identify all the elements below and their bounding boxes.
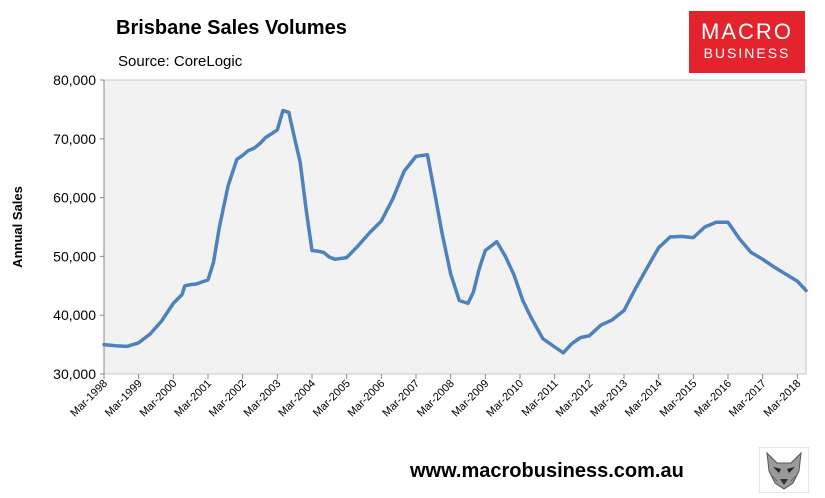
x-tick-label: Mar-2010 bbox=[484, 378, 526, 420]
chart-source: Source: CoreLogic bbox=[118, 53, 243, 70]
y-tick-label: 40,000 bbox=[53, 307, 96, 323]
x-axis: Mar-1998Mar-1999Mar-2000Mar-2001Mar-2002… bbox=[68, 374, 803, 419]
y-axis-label: Annual Sales bbox=[10, 186, 25, 268]
chart-title: Brisbane Sales Volumes bbox=[116, 17, 347, 39]
plot-area bbox=[103, 79, 807, 375]
logo-line-2: BUSINESS bbox=[703, 45, 791, 61]
y-tick-label: 80,000 bbox=[53, 72, 96, 88]
x-tick-label: Mar-2018 bbox=[762, 378, 804, 420]
logo-line-1: MACRO bbox=[701, 19, 793, 44]
brand-logo: MACRO BUSINESS bbox=[689, 11, 805, 73]
series-line bbox=[102, 108, 808, 355]
y-tick-label: 60,000 bbox=[53, 190, 96, 206]
y-axis: 30,000 40,000 50,000 60,000 70,000 80,000 bbox=[53, 72, 105, 382]
wolf-icon bbox=[758, 446, 810, 494]
y-tick-label: 70,000 bbox=[53, 131, 96, 147]
website-url: www.macrobusiness.com.au bbox=[410, 460, 684, 482]
y-tick-label: 30,000 bbox=[53, 366, 96, 382]
y-tick-label: 50,000 bbox=[53, 248, 96, 264]
